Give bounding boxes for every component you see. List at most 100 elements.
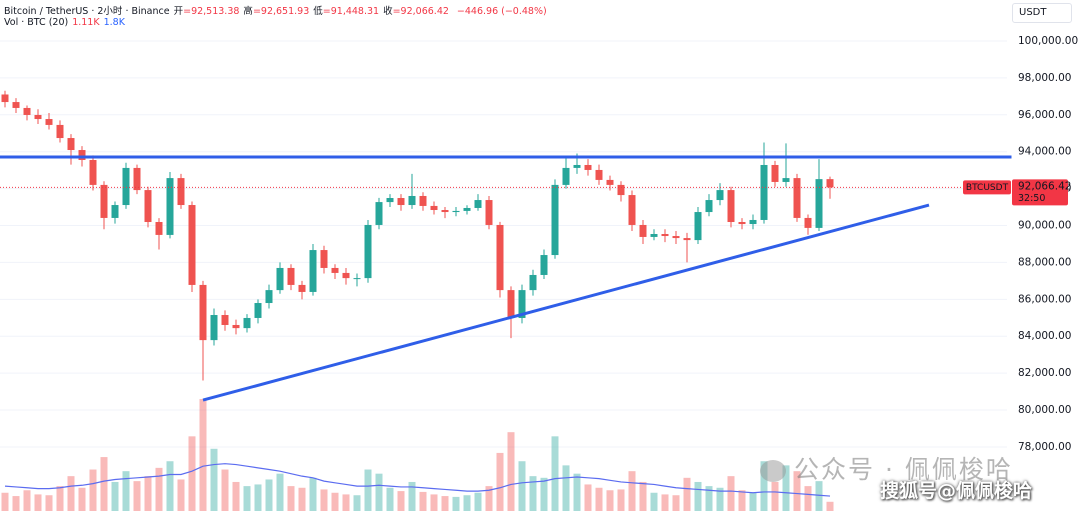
- volume-bar: [771, 481, 779, 511]
- candle-body: [782, 178, 790, 182]
- volume-bar: [276, 473, 284, 511]
- volume-bar: [133, 481, 141, 511]
- volume-bar: [287, 486, 295, 511]
- volume-bar: [452, 496, 460, 511]
- volume-bar: [430, 494, 438, 511]
- candle-body: [155, 222, 163, 235]
- volume-bar: [34, 494, 42, 511]
- volume-bar: [331, 492, 339, 511]
- volume-bar: [540, 477, 548, 511]
- volume-bar: [826, 501, 834, 511]
- volume-bar: [518, 461, 526, 511]
- candle-body: [452, 210, 460, 213]
- y-tick-label: 78,000.00: [1018, 441, 1071, 453]
- volume-bar: [782, 465, 790, 511]
- volume-bar: [364, 469, 372, 511]
- candle-body: [441, 210, 449, 213]
- currency-button[interactable]: USDT: [1012, 3, 1072, 23]
- candle-body: [353, 278, 361, 280]
- countdown-label: 32:50: [1018, 193, 1045, 204]
- y-tick-label: 96,000.00: [1018, 109, 1071, 121]
- volume-bar: [705, 486, 713, 511]
- volume-bar: [749, 492, 757, 511]
- volume-bar: [672, 495, 680, 511]
- candle-body: [364, 224, 372, 279]
- candle-body: [122, 167, 130, 206]
- candle-body: [683, 238, 691, 241]
- volume-bar: [386, 487, 394, 511]
- ohlc-header: Bitcoin / TetherUS · 2小时 · Binance 开=92,5…: [4, 3, 551, 17]
- volume-bar: [144, 476, 152, 511]
- candle-body: [639, 224, 647, 237]
- candle-body: [485, 200, 493, 225]
- volume-bar: [716, 487, 724, 511]
- ohlc-key: 高: [243, 6, 253, 17]
- ohlc-values: 开=92,513.38 高=92,651.93 低=91,448.31 收=92,06…: [174, 6, 453, 17]
- candle-body: [672, 236, 680, 239]
- candle-body: [826, 179, 834, 188]
- ohlc-value: =92,651.93: [252, 6, 310, 17]
- candle-body: [606, 179, 614, 185]
- volume-bar: [210, 448, 218, 511]
- volume-bar: [760, 461, 768, 511]
- candle-body: [78, 150, 86, 160]
- volume-bar: [353, 495, 361, 511]
- volume-bar: [661, 494, 669, 511]
- candle-body: [738, 222, 746, 225]
- volume-name: Vol · BTC (20): [4, 17, 69, 28]
- candle-body: [562, 167, 570, 185]
- volume-bar: [243, 486, 251, 511]
- wechat-text: 公众号 · 佩佩梭哈: [794, 455, 1013, 484]
- candle-body: [650, 234, 658, 237]
- candle-body: [419, 195, 427, 206]
- volume-bar: [551, 436, 559, 511]
- volume-bar: [122, 471, 130, 511]
- y-tick-label: 100,000.00: [1018, 35, 1078, 47]
- candle-body: [331, 267, 339, 273]
- volume-bar: [397, 491, 405, 511]
- candle-body: [628, 195, 636, 225]
- ohlc-key: 收: [383, 6, 393, 17]
- candle-body: [474, 200, 482, 208]
- candle-body: [177, 178, 185, 206]
- candle-body: [89, 159, 97, 185]
- volume-header: Vol · BTC (20) 1.11K 1.8K: [4, 17, 129, 28]
- volume-bar: [12, 496, 20, 511]
- y-tick-label: 82,000.00: [1018, 367, 1071, 379]
- volume-bar: [67, 476, 75, 511]
- symbol-title: Bitcoin / TetherUS · 2小时 · Binance: [4, 6, 170, 17]
- candle-body: [727, 190, 735, 223]
- volume-bar: [474, 492, 482, 511]
- volume-bar: [463, 495, 471, 511]
- volume-bar: [342, 494, 350, 511]
- candle-body: [375, 202, 383, 225]
- candle-body: [210, 315, 218, 341]
- candle-body: [793, 178, 801, 218]
- volume-bar: [617, 489, 625, 511]
- volume-bar: [78, 487, 86, 511]
- y-tick-label: 98,000.00: [1018, 72, 1071, 84]
- candle-body: [100, 184, 108, 218]
- volume-bar: [320, 489, 328, 511]
- volume-bar: [100, 457, 108, 511]
- candle-body: [342, 272, 350, 279]
- candle-body: [287, 267, 295, 285]
- candle-body: [166, 178, 174, 235]
- candle-body: [265, 290, 273, 304]
- volume-bar: [166, 461, 174, 511]
- volume-bar: [232, 481, 240, 511]
- volume-bar: [606, 490, 614, 511]
- wechat-icon: [760, 460, 786, 482]
- volume-bar: [111, 481, 119, 511]
- volume-bar: [408, 481, 416, 511]
- candle-body: [573, 164, 581, 168]
- volume-bar: [419, 491, 427, 511]
- volume-bar: [375, 473, 383, 511]
- volume-bar: [155, 467, 163, 511]
- volume-bar: [804, 486, 812, 511]
- candle-body: [221, 315, 229, 325]
- volume-bar: [815, 481, 823, 511]
- candle-body: [199, 284, 207, 341]
- price-label: 92,066.42: [1018, 180, 1071, 192]
- candle-body: [232, 324, 240, 329]
